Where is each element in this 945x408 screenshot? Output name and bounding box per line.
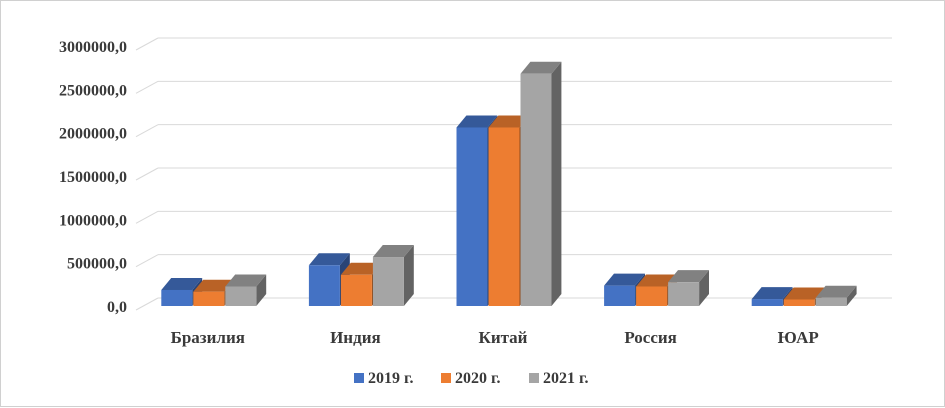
bar-front <box>751 299 783 306</box>
bar-top <box>783 287 825 300</box>
gridline-slant <box>135 37 159 51</box>
legend-swatch <box>354 373 364 383</box>
bar-top <box>193 279 235 292</box>
bar-front <box>161 289 193 306</box>
bar-top <box>520 61 562 74</box>
bar-front <box>668 282 700 306</box>
bar-side <box>846 285 857 306</box>
y-tick-label: 0,0 <box>107 299 127 316</box>
bar <box>520 61 562 306</box>
bar-top <box>161 277 203 290</box>
bar-front <box>193 291 225 306</box>
bar-top <box>225 274 267 287</box>
bar-top <box>308 253 350 266</box>
bar-front <box>225 286 257 306</box>
bar-top <box>372 245 414 258</box>
bar-front <box>520 73 552 306</box>
y-tick-label: 1500000,0 <box>59 169 127 186</box>
bar-front <box>456 127 488 306</box>
gridline-slant <box>135 210 159 224</box>
bar-top <box>604 273 645 286</box>
x-axis-categories: Бразилия Индия Китай Россия ЮАР <box>171 328 819 347</box>
bar-side <box>699 270 709 306</box>
bar <box>225 274 267 306</box>
legend: 2019 г. 2020 г. 2021 г. <box>354 370 588 387</box>
gridline-slant <box>135 124 159 138</box>
bar-front <box>308 265 340 306</box>
category-label: Бразилия <box>171 328 245 347</box>
legend-swatch <box>441 373 451 383</box>
legend-label: 2019 г. <box>368 370 413 387</box>
y-tick-label: 2000000,0 <box>59 126 127 143</box>
bar-front <box>488 127 520 306</box>
bar-top <box>751 287 793 300</box>
category-label: Китай <box>479 328 528 347</box>
bar-top <box>488 115 530 128</box>
bar-top <box>668 270 709 283</box>
bar-top <box>636 274 677 287</box>
bar-front <box>636 286 668 306</box>
bar-front <box>372 257 404 306</box>
legend-label: 2020 г. <box>455 370 500 387</box>
bar <box>668 270 709 306</box>
bar-front <box>340 274 372 306</box>
y-tick-label: 3000000,0 <box>59 39 127 56</box>
gridline-slant <box>135 167 159 181</box>
bar-top <box>340 262 382 275</box>
bar-front <box>783 299 815 306</box>
legend-label: 2021 г. <box>543 370 588 387</box>
bar <box>372 245 414 306</box>
bar-top <box>456 115 498 128</box>
bar-top <box>815 285 857 298</box>
y-axis-ticks: 0,0 500000,0 1000000,0 1500000,0 2000000,0 25… <box>59 39 127 316</box>
y-tick-label: 500000,0 <box>67 256 127 273</box>
category-label: Россия <box>624 328 677 347</box>
category-label: Индия <box>330 328 381 347</box>
bar-front <box>815 297 847 306</box>
legend-swatch <box>529 373 539 383</box>
gridline-slant <box>135 254 159 268</box>
gridline-slant <box>135 80 159 94</box>
bars <box>161 61 857 306</box>
gridline-slant <box>135 297 159 311</box>
bar-front <box>604 285 636 306</box>
y-tick-label: 1000000,0 <box>59 212 127 229</box>
bar <box>815 285 857 306</box>
bar-side <box>551 61 562 306</box>
bar-side <box>403 245 414 306</box>
category-label: ЮАР <box>778 328 819 347</box>
bar-side <box>256 274 267 306</box>
y-tick-label: 2500000,0 <box>59 82 127 99</box>
